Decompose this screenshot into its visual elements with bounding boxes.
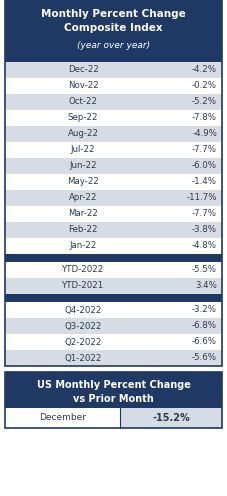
Bar bbox=[5, 158, 222, 174]
Text: -15.2%: -15.2% bbox=[152, 413, 190, 423]
Text: YTD-2022: YTD-2022 bbox=[62, 265, 104, 274]
Text: Monthly Percent Change: Monthly Percent Change bbox=[41, 9, 186, 19]
Text: -6.0%: -6.0% bbox=[192, 162, 217, 171]
Text: vs Prior Month: vs Prior Month bbox=[73, 394, 154, 404]
Text: -0.2%: -0.2% bbox=[192, 81, 217, 90]
Bar bbox=[5, 142, 222, 158]
Bar bbox=[5, 206, 222, 222]
Bar bbox=[5, 62, 222, 78]
Bar bbox=[5, 262, 222, 278]
Bar bbox=[5, 110, 222, 126]
Text: -4.9%: -4.9% bbox=[192, 129, 217, 138]
Bar bbox=[5, 222, 222, 238]
Text: Nov-22: Nov-22 bbox=[68, 81, 99, 90]
Text: Oct-22: Oct-22 bbox=[69, 98, 98, 107]
Text: Jan-22: Jan-22 bbox=[69, 242, 97, 250]
Bar bbox=[5, 174, 222, 190]
Text: YTD-2021: YTD-2021 bbox=[62, 282, 104, 291]
Text: -6.8%: -6.8% bbox=[192, 321, 217, 330]
Text: Jun-22: Jun-22 bbox=[69, 162, 97, 171]
Bar bbox=[5, 254, 222, 262]
Text: -7.7%: -7.7% bbox=[192, 209, 217, 219]
Bar bbox=[5, 318, 222, 334]
Text: US Monthly Percent Change: US Monthly Percent Change bbox=[37, 380, 190, 390]
Bar bbox=[5, 350, 222, 366]
Text: -4.2%: -4.2% bbox=[192, 65, 217, 74]
Bar bbox=[5, 0, 222, 62]
Text: -3.8%: -3.8% bbox=[192, 226, 217, 235]
Text: -7.8%: -7.8% bbox=[192, 114, 217, 123]
Bar bbox=[5, 94, 222, 110]
Bar bbox=[120, 408, 222, 428]
Text: -6.6%: -6.6% bbox=[192, 337, 217, 347]
Text: May-22: May-22 bbox=[67, 178, 99, 186]
Bar bbox=[5, 278, 222, 294]
Bar bbox=[5, 0, 222, 366]
Text: Apr-22: Apr-22 bbox=[69, 193, 97, 202]
Text: Dec-22: Dec-22 bbox=[68, 65, 99, 74]
Text: Sep-22: Sep-22 bbox=[68, 114, 98, 123]
Text: -5.5%: -5.5% bbox=[192, 265, 217, 274]
Text: -4.8%: -4.8% bbox=[192, 242, 217, 250]
Text: -7.7%: -7.7% bbox=[192, 145, 217, 154]
Text: (year over year): (year over year) bbox=[77, 42, 150, 51]
Text: -5.2%: -5.2% bbox=[192, 98, 217, 107]
Bar bbox=[5, 78, 222, 94]
Bar bbox=[5, 294, 222, 302]
Text: -11.7%: -11.7% bbox=[187, 193, 217, 202]
Text: -3.2%: -3.2% bbox=[192, 306, 217, 314]
Text: Q1-2022: Q1-2022 bbox=[64, 354, 102, 363]
Bar bbox=[5, 408, 120, 428]
Bar bbox=[5, 126, 222, 142]
Text: Q4-2022: Q4-2022 bbox=[64, 306, 102, 314]
Bar bbox=[5, 372, 222, 428]
Bar bbox=[5, 190, 222, 206]
Bar bbox=[5, 302, 222, 318]
Text: Jul-22: Jul-22 bbox=[71, 145, 95, 154]
Text: -1.4%: -1.4% bbox=[192, 178, 217, 186]
Text: -5.6%: -5.6% bbox=[192, 354, 217, 363]
Text: 3.4%: 3.4% bbox=[195, 282, 217, 291]
Bar bbox=[5, 372, 222, 408]
Bar bbox=[5, 334, 222, 350]
Text: Feb-22: Feb-22 bbox=[68, 226, 98, 235]
Text: December: December bbox=[39, 414, 86, 423]
Text: Composite Index: Composite Index bbox=[64, 23, 163, 33]
Text: Q3-2022: Q3-2022 bbox=[64, 321, 102, 330]
Text: Aug-22: Aug-22 bbox=[68, 129, 99, 138]
Text: Mar-22: Mar-22 bbox=[68, 209, 98, 219]
Text: Q2-2022: Q2-2022 bbox=[64, 337, 102, 347]
Bar bbox=[5, 238, 222, 254]
